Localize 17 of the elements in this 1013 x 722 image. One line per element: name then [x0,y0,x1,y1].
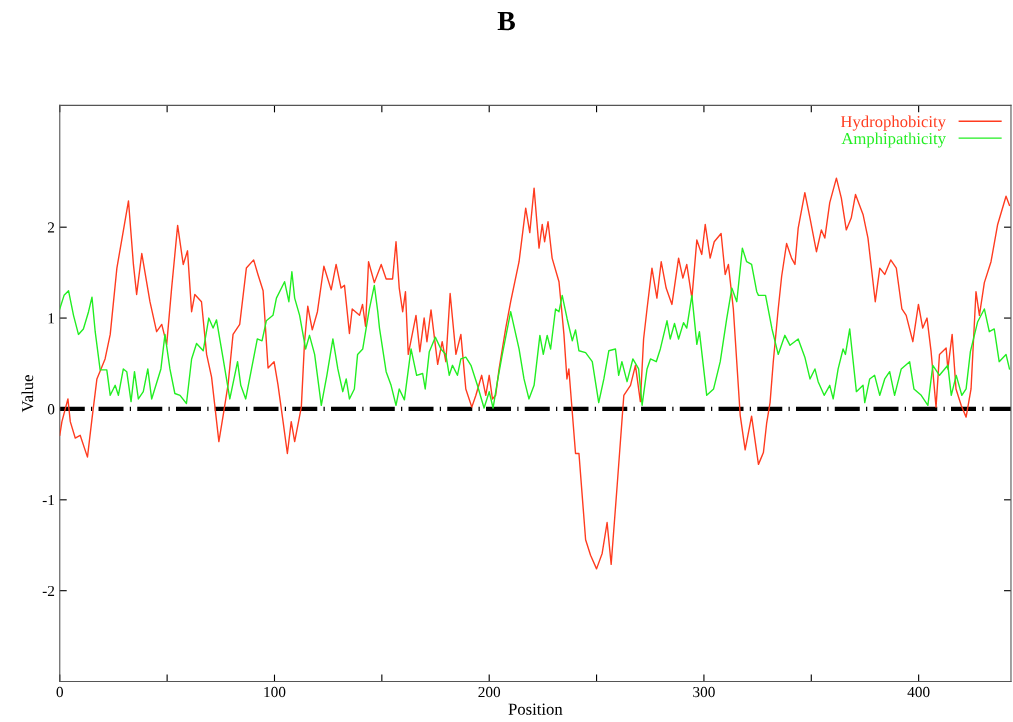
y-tick-label: 2 [47,222,55,233]
x-tick-label: 300 [693,686,715,698]
chart-title: B [497,11,515,31]
y-tick-label: -2 [42,585,55,596]
y-tick-label: 1 [48,313,54,324]
x-tick-label: 100 [264,686,286,698]
x-tick-label: 400 [907,686,930,698]
legend-label: Hydrophobicity [840,115,946,131]
legend-label: Amphipathicity [841,132,946,148]
x-axis-title: Position [508,703,563,715]
line-series [59,177,1011,570]
y-axis-title: Value [21,375,34,413]
x-tick-label: 200 [478,686,501,698]
x-tick-label: 0 [56,686,63,698]
y-tick-label: -1 [42,495,54,506]
y-tick-label: 0 [47,404,55,415]
line-series [59,247,1011,409]
